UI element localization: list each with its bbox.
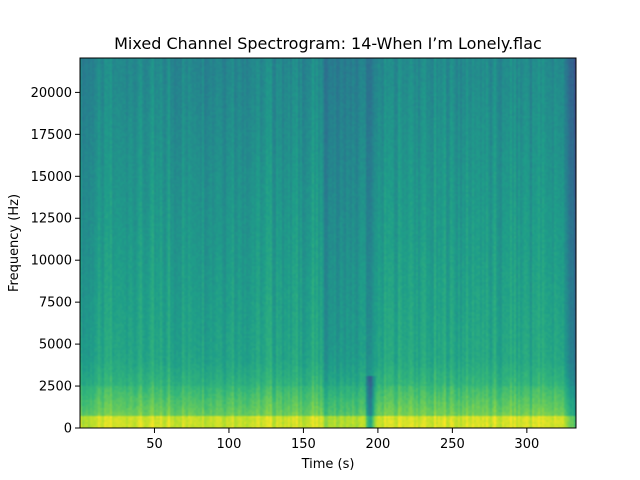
x-tick-label: 150 bbox=[291, 437, 316, 452]
y-tick-label: 5000 bbox=[39, 338, 72, 353]
plot-frame bbox=[79, 57, 577, 429]
x-tick-label: 50 bbox=[146, 437, 163, 452]
y-axis: 0 2500 5000 7500 10000 12500 15000 17500 20000 bbox=[31, 86, 80, 437]
y-tick-label: 12500 bbox=[31, 212, 72, 227]
x-axis-label: Time (s) bbox=[301, 457, 355, 472]
y-tick-label: 17500 bbox=[31, 128, 72, 143]
x-axis: 50 100 150 200 250 300 bbox=[146, 428, 539, 452]
y-tick-label: 2500 bbox=[39, 380, 72, 395]
x-tick-label: 200 bbox=[365, 437, 390, 452]
x-tick-label: 300 bbox=[514, 437, 539, 452]
y-tick-label: 0 bbox=[64, 422, 72, 437]
y-tick-label: 15000 bbox=[31, 170, 72, 185]
spectrogram-image bbox=[80, 58, 576, 428]
y-tick-label: 10000 bbox=[31, 254, 72, 269]
y-tick-label: 20000 bbox=[31, 86, 72, 101]
chart-title: Mixed Channel Spectrogram: 14-When I’m L… bbox=[114, 34, 542, 53]
y-tick-label: 7500 bbox=[39, 296, 72, 311]
x-tick-label: 250 bbox=[440, 437, 465, 452]
x-tick-label: 100 bbox=[217, 437, 242, 452]
y-axis-label: Frequency (Hz) bbox=[7, 194, 22, 292]
plot-area bbox=[79, 57, 577, 429]
